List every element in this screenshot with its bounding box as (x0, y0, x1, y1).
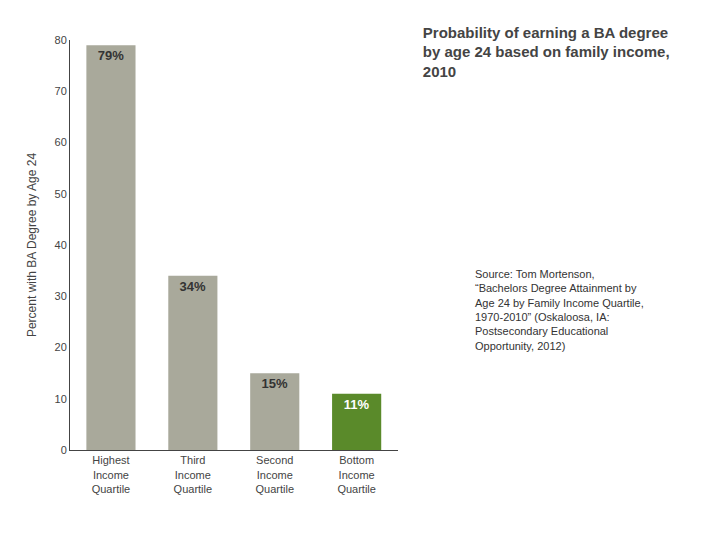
svg-text:15%: 15% (262, 376, 288, 391)
svg-text:20: 20 (55, 341, 67, 353)
svg-text:0: 0 (61, 444, 67, 456)
svg-text:10: 10 (55, 393, 67, 405)
svg-text:SecondIncomeQuartile: SecondIncomeQuartile (255, 454, 294, 495)
svg-text:79%: 79% (98, 48, 124, 63)
svg-text:ThirdIncomeQuartile: ThirdIncomeQuartile (174, 454, 213, 495)
svg-text:70: 70 (55, 85, 67, 97)
svg-text:11%: 11% (344, 397, 370, 412)
svg-text:Source: Tom Mortenson,“Bachelo: Source: Tom Mortenson,“Bachelors Degree … (475, 268, 644, 352)
svg-text:50: 50 (55, 188, 67, 200)
svg-text:30: 30 (55, 290, 67, 302)
svg-text:Probability of earning a BA de: Probability of earning a BA degreeby age… (423, 24, 670, 80)
svg-text:60: 60 (55, 136, 67, 148)
svg-text:40: 40 (55, 239, 67, 251)
svg-text:HighestIncomeQuartile: HighestIncomeQuartile (92, 454, 131, 495)
svg-text:Percent with BA Degree by Age: Percent with BA Degree by Age 24 (25, 153, 39, 337)
svg-text:80: 80 (55, 34, 67, 46)
svg-text:34%: 34% (180, 279, 206, 294)
svg-text:BottomIncomeQuartile: BottomIncomeQuartile (337, 454, 376, 495)
